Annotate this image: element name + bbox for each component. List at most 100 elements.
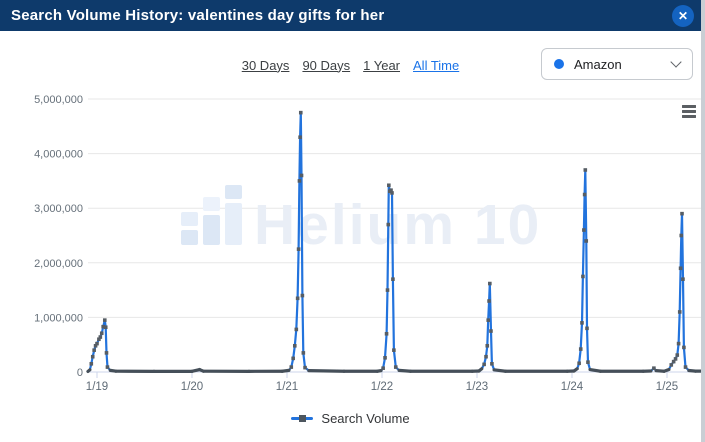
data-point-marker: [105, 365, 110, 369]
chart-menu-button[interactable]: [678, 102, 700, 120]
data-point-marker: [384, 331, 389, 336]
data-point-marker: [296, 247, 301, 251]
data-point-marker: [487, 299, 491, 303]
x-tick-label: 1/22: [371, 381, 393, 393]
data-point-marker: [104, 351, 109, 355]
series-baseline-markers: [280, 368, 291, 373]
data-point-marker: [393, 365, 398, 369]
x-tick-label: 1/25: [656, 381, 678, 393]
series-baseline-markers: [375, 369, 383, 373]
data-point-marker: [95, 341, 99, 346]
chart-area: 0 1,000,000 2,000,000 3,000,000 4,000,000 5,0…: [0, 85, 701, 410]
data-point-marker: [301, 351, 306, 355]
data-point-marker: [300, 293, 305, 298]
legend-line-icon: [291, 415, 314, 422]
watermark-logo-icon: [203, 215, 220, 245]
data-point-marker: [488, 281, 492, 286]
data-point-marker: [584, 239, 589, 243]
data-point-marker: [389, 188, 393, 192]
data-point-marker: [392, 348, 396, 352]
time-range-links: 30 Days 90 Days 1 Year All Time: [0, 48, 701, 82]
data-point-marker: [298, 110, 303, 115]
data-point-marker: [678, 266, 683, 271]
data-point-marker: [490, 362, 494, 366]
data-point-marker: [303, 365, 307, 370]
data-point-marker: [652, 366, 656, 370]
chart-legend[interactable]: Search Volume: [0, 411, 701, 426]
x-tick-label: 1/21: [276, 381, 298, 393]
series-baseline-markers: [492, 368, 508, 373]
data-point-marker: [299, 173, 304, 178]
data-point-marker: [289, 365, 294, 369]
y-tick-label: 3,000,000: [34, 203, 83, 215]
data-point-marker: [297, 179, 302, 183]
data-point-marker: [577, 361, 581, 366]
chart-svg: 0 1,000,000 2,000,000 3,000,000 4,000,000 5,0…: [34, 94, 701, 393]
data-point-marker: [484, 354, 488, 359]
data-point-marker: [387, 183, 391, 188]
data-point-marker: [92, 348, 96, 352]
watermark-logo-icon: [225, 203, 242, 245]
range-90-days[interactable]: 90 Days: [302, 57, 351, 73]
data-point-marker: [295, 296, 300, 301]
data-point-marker: [102, 318, 107, 322]
series-baseline-markers: [477, 367, 484, 373]
data-point-marker: [578, 347, 583, 351]
x-tick-label: 1/20: [181, 381, 203, 393]
close-button[interactable]: ✕: [672, 5, 694, 27]
data-point-marker: [669, 363, 674, 367]
data-point-marker: [680, 211, 684, 216]
data-point-marker: [677, 310, 682, 314]
data-point-marker: [582, 228, 586, 232]
data-point-marker: [486, 318, 491, 322]
marketplace-label: Amazon: [574, 56, 622, 72]
data-point-marker: [291, 356, 295, 361]
x-tick-label: 1/19: [86, 381, 108, 393]
y-tick-label: 4,000,000: [34, 149, 83, 161]
series-baseline-markers: [397, 368, 413, 373]
modal-title: Search Volume History: valentines day gi…: [11, 7, 385, 24]
watermark-logo-icon: [181, 230, 198, 245]
data-point-marker: [676, 341, 681, 346]
legend-label: Search Volume: [321, 411, 410, 426]
data-point-marker: [679, 233, 684, 238]
y-tick-label: 2,000,000: [34, 258, 83, 270]
data-point-marker: [673, 357, 678, 361]
data-point-marker: [292, 343, 297, 348]
y-tick-label: 1,000,000: [34, 312, 83, 324]
data-point-marker: [90, 354, 95, 359]
data-point-marker: [675, 353, 680, 357]
watermark-logo-icon: [225, 185, 242, 199]
data-point-marker: [101, 324, 105, 329]
chart-controls: 30 Days 90 Days 1 Year All Time Amazon: [0, 48, 701, 82]
data-point-marker: [381, 366, 385, 370]
range-30-days[interactable]: 30 Days: [241, 57, 290, 73]
data-point-marker: [482, 362, 486, 367]
data-point-marker: [671, 359, 676, 364]
series-baseline-markers: [662, 367, 671, 373]
data-point-marker: [489, 329, 493, 333]
series-baseline-markers: [588, 367, 603, 373]
data-point-marker: [298, 135, 302, 140]
range-1-year[interactable]: 1 Year: [363, 57, 401, 73]
x-tick-label: 1/23: [466, 381, 488, 393]
marketplace-dropdown[interactable]: Amazon: [541, 48, 693, 80]
hamburger-icon: [682, 104, 696, 108]
series-baseline-markers: [307, 369, 346, 373]
data-point-marker: [97, 337, 101, 342]
range-all-time[interactable]: All Time: [413, 57, 460, 73]
watermark-logo-icon: [181, 212, 198, 226]
legend-marker-icon: [299, 415, 307, 422]
marketplace-dot-icon: [554, 59, 564, 69]
data-point-marker: [682, 345, 686, 350]
data-point-marker: [681, 277, 685, 281]
data-point-marker: [586, 360, 590, 364]
data-point-marker: [103, 325, 108, 330]
y-tick-label: 5,000,000: [34, 94, 83, 106]
data-point-marker: [99, 331, 104, 336]
chevron-down-icon: [670, 56, 682, 68]
data-point-marker: [580, 321, 584, 325]
data-point-marker: [93, 343, 98, 348]
data-point-marker: [583, 168, 588, 172]
